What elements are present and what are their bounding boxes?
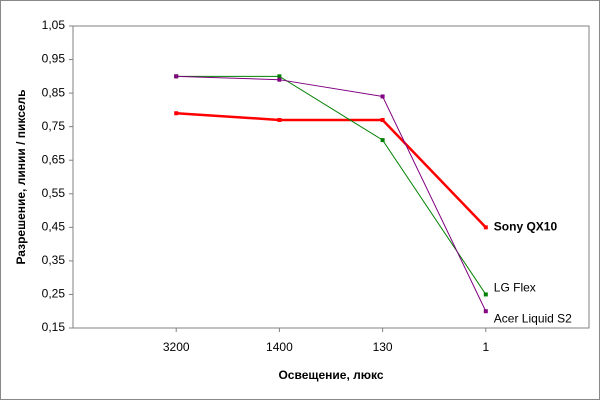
- series-label: Sony QX10: [494, 220, 558, 234]
- y-tick-label: 1,05: [42, 18, 66, 32]
- x-tick-label: 130: [373, 340, 393, 354]
- point-marker: [483, 309, 488, 314]
- y-tick-label: 0,95: [42, 52, 66, 66]
- point-marker: [380, 117, 385, 122]
- point-marker: [380, 138, 385, 143]
- plot-area: [72, 25, 590, 329]
- y-tick-label: 0,85: [42, 85, 66, 99]
- x-axis-label: Освещение, люкс: [278, 368, 383, 382]
- y-tick-label: 0,65: [42, 152, 66, 166]
- y-axis-label: Разрешение, линии / пиксель: [14, 89, 28, 264]
- series-label: Acer Liquid S2: [494, 311, 572, 325]
- y-tick-label: 0,25: [42, 287, 66, 301]
- point-marker: [483, 292, 488, 297]
- point-marker: [277, 77, 282, 82]
- x-tick-label: 3200: [163, 340, 190, 354]
- series-line: [176, 75, 487, 295]
- x-tick-label: 1: [482, 340, 489, 354]
- y-tick-label: 0,75: [42, 119, 66, 133]
- y-tick-label: 0,15: [42, 320, 66, 334]
- point-marker: [174, 74, 179, 79]
- y-tick-label: 0,55: [42, 186, 66, 200]
- point-marker: [174, 111, 179, 116]
- series-line: [176, 111, 487, 229]
- series-line: [176, 75, 487, 312]
- y-tick-label: 0,35: [42, 253, 66, 267]
- point-marker: [483, 225, 488, 230]
- point-marker: [277, 117, 282, 122]
- point-marker: [277, 74, 282, 79]
- point-marker: [380, 94, 385, 99]
- y-tick-label: 0,45: [42, 220, 66, 234]
- series-label: LG Flex: [494, 281, 536, 295]
- x-tick-label: 1400: [266, 340, 293, 354]
